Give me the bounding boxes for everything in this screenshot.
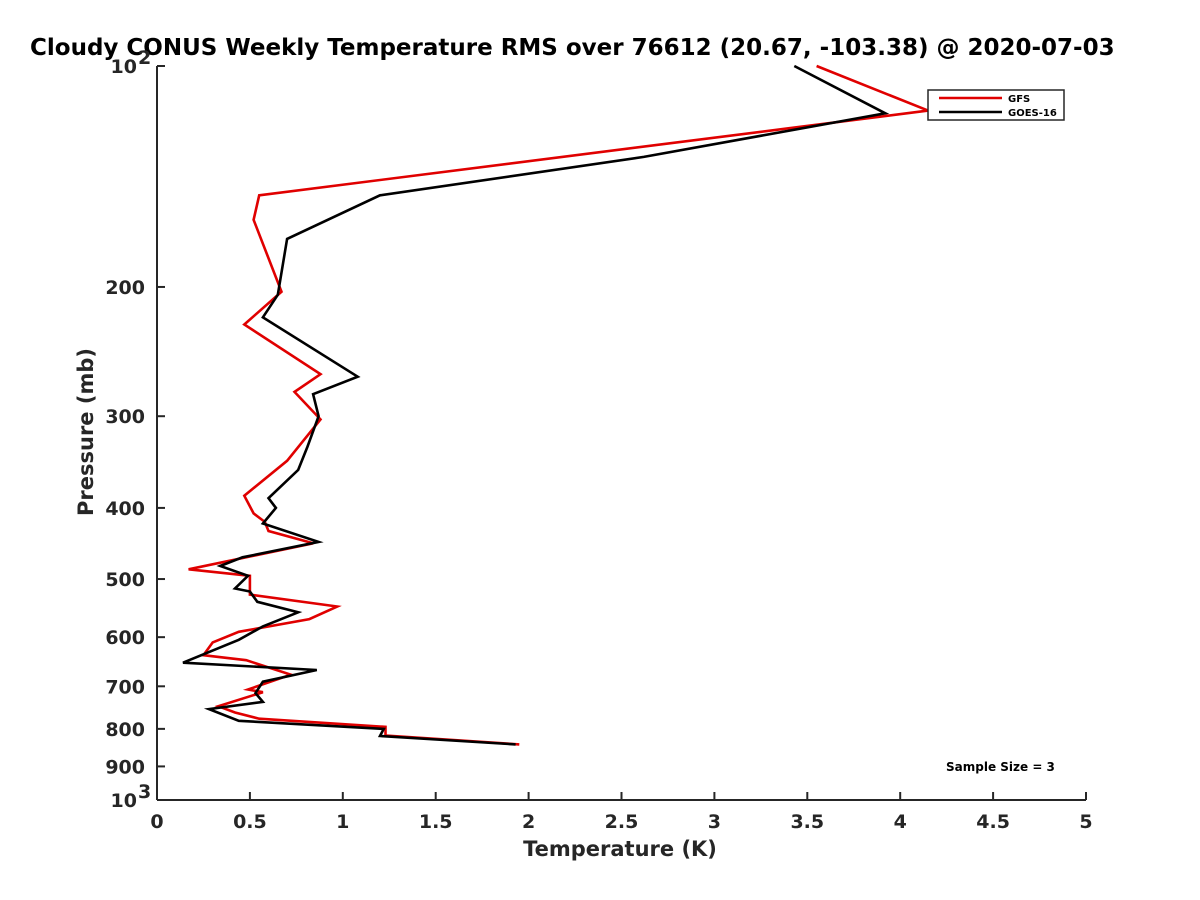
chart-title: Cloudy CONUS Weekly Temperature RMS over… xyxy=(30,35,1115,61)
y-tick-label: 500 xyxy=(105,569,145,591)
sample-size-annotation: Sample Size = 3 xyxy=(946,760,1055,774)
plot-frame xyxy=(156,66,1086,801)
x-tick-label: 0.5 xyxy=(233,811,267,833)
x-tick-label: 3 xyxy=(708,811,721,833)
y-tick-label: 600 xyxy=(105,627,145,649)
x-tick-label: 3.5 xyxy=(790,811,824,833)
legend: GFS GOES-16 xyxy=(927,89,1065,121)
y-axis-label: Pressure (mb) xyxy=(74,348,98,516)
data-lines xyxy=(182,64,934,746)
y-tick-label: 10 xyxy=(111,56,137,78)
y-tick-exponent: 3 xyxy=(138,781,151,803)
series-line-goes-16 xyxy=(182,64,890,746)
x-tick-label: 1 xyxy=(336,811,349,833)
x-axis: 0 0.5 1 1.5 2 2.5 3 3.5 4 4.5 5 xyxy=(150,792,1093,833)
legend-label: GFS xyxy=(1008,94,1030,105)
series-line-gfs xyxy=(188,64,934,746)
x-tick-label: 4.5 xyxy=(976,811,1010,833)
y-tick-label: 800 xyxy=(105,719,145,741)
y-tick-label: 700 xyxy=(105,676,145,698)
y-tick-exponent: 2 xyxy=(138,47,151,69)
y-tick-label: 200 xyxy=(105,277,145,299)
y-tick-label: 10 xyxy=(111,790,137,812)
x-axis-label: Temperature (K) xyxy=(523,837,717,861)
y-tick-label: 400 xyxy=(105,498,145,520)
x-tick-label: 2.5 xyxy=(605,811,639,833)
x-tick-label: 1.5 xyxy=(419,811,453,833)
y-tick-label: 300 xyxy=(105,406,145,428)
x-tick-label: 0 xyxy=(150,811,163,833)
x-tick-label: 2 xyxy=(522,811,535,833)
x-tick-label: 5 xyxy=(1079,811,1092,833)
legend-label: GOES-16 xyxy=(1008,108,1057,119)
x-tick-label: 4 xyxy=(894,811,907,833)
legend-box xyxy=(927,89,1065,121)
y-tick-label: 900 xyxy=(105,756,145,778)
